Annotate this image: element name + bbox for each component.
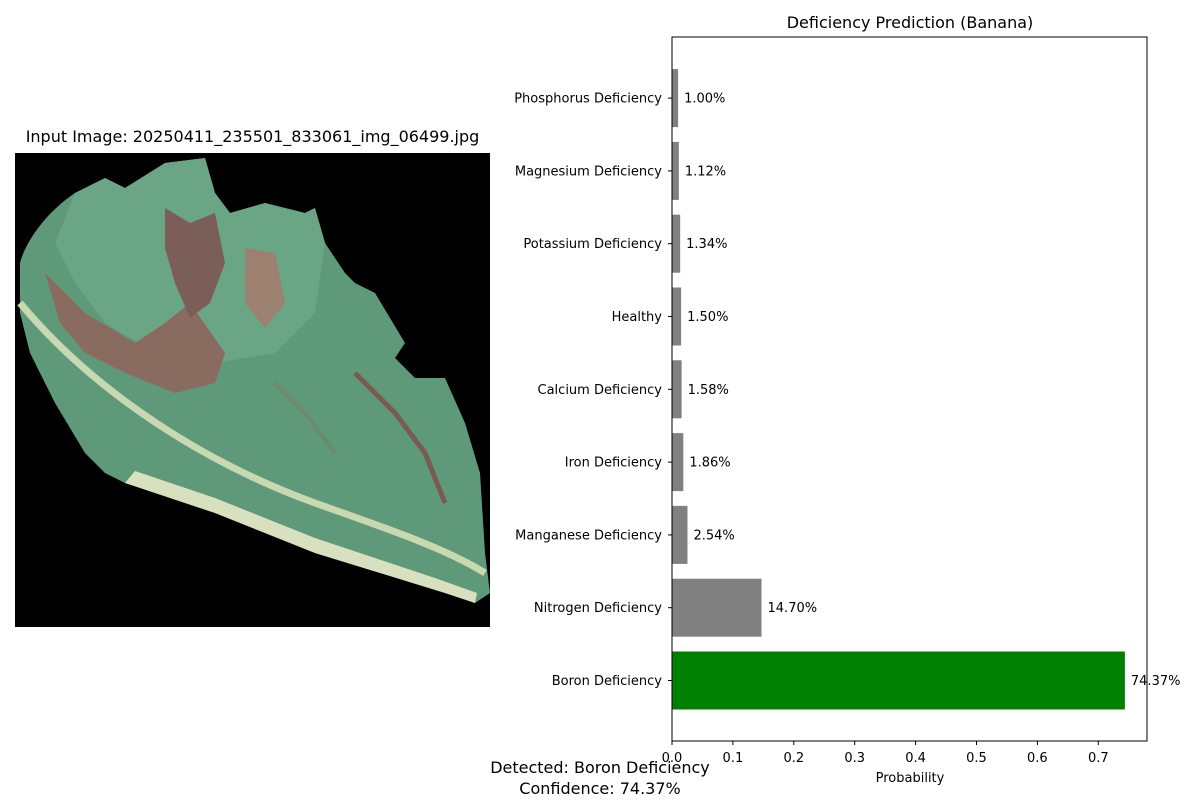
- bar-value-label-magnesium-deficiency: 1.12%: [685, 164, 726, 179]
- x-tick-label-2: 0.2: [783, 751, 804, 766]
- bar-value-label-phosphorus-deficiency: 1.00%: [684, 92, 725, 107]
- bar-value-label-nitrogen-deficiency: 14.70%: [768, 601, 818, 616]
- detected-label: Detected: Boron Deficiency: [490, 758, 710, 777]
- bars-layer: [672, 69, 1125, 710]
- plot-frame: [671, 36, 1148, 742]
- x-tick-label-3: 0.3: [844, 751, 865, 766]
- x-tick-label-4: 0.4: [905, 751, 926, 766]
- y-tick-label-iron-deficiency: Iron Deficiency: [565, 456, 663, 471]
- bar-manganese-deficiency: [672, 505, 688, 564]
- leaf-shape: [17, 158, 490, 603]
- y-tick-label-magnesium-deficiency: Magnesium Deficiency: [515, 164, 662, 179]
- bar-value-label-boron-deficiency: 74.37%: [1131, 674, 1181, 689]
- bar-magnesium-deficiency: [672, 141, 679, 200]
- y-tick-label-nitrogen-deficiency: Nitrogen Deficiency: [534, 601, 662, 616]
- y-tick-label-potassium-deficiency: Potassium Deficiency: [523, 237, 662, 252]
- bar-boron-deficiency: [672, 651, 1125, 710]
- x-tick-label-7: 0.7: [1088, 751, 1109, 766]
- bar-value-label-healthy: 1.50%: [687, 310, 728, 325]
- bar-phosphorus-deficiency: [672, 69, 679, 128]
- bar-value-label-calcium-deficiency: 1.58%: [688, 383, 729, 398]
- bar-potassium-deficiency: [672, 214, 681, 273]
- y-tick-label-manganese-deficiency: Manganese Deficiency: [515, 528, 662, 543]
- bar-nitrogen-deficiency: [672, 578, 762, 637]
- detection-summary: Detected: Boron Deficiency Confidence: 7…: [400, 757, 800, 799]
- x-tick-label-6: 0.6: [1027, 751, 1048, 766]
- bar-iron-deficiency: [672, 433, 684, 492]
- y-tick-label-calcium-deficiency: Calcium Deficiency: [538, 383, 663, 398]
- x-tick-label-0: 0.0: [662, 751, 683, 766]
- x-axis-label: Probability: [876, 771, 945, 786]
- chart-title: Deficiency Prediction (Banana): [787, 13, 1034, 32]
- bar-labels-layer: 74.37% 14.70% 2.54% 1.86% 1.58% 1.50% 1.34% 1.1…: [684, 92, 1180, 689]
- bar-healthy: [672, 287, 682, 346]
- bar-value-label-potassium-deficiency: 1.34%: [686, 237, 727, 252]
- x-tick-label-1: 0.1: [723, 751, 744, 766]
- y-tick-label-phosphorus-deficiency: Phosphorus Deficiency: [514, 92, 662, 107]
- x-axis: 0.0 0.1 0.2 0.3 0.4 0.5 0.6 0.7: [662, 741, 1109, 766]
- image-title: Input Image: 20250411_235501_833061_img_…: [25, 127, 480, 146]
- x-tick-label-5: 0.5: [966, 751, 987, 766]
- y-tick-label-boron-deficiency: Boron Deficiency: [552, 674, 663, 689]
- leaf-image: [15, 153, 490, 627]
- bar-calcium-deficiency: [672, 360, 682, 419]
- y-axis: Boron Deficiency Nitrogen Deficiency Manga…: [514, 92, 672, 689]
- confidence-label: Confidence: 74.37%: [519, 779, 681, 798]
- bar-value-label-manganese-deficiency: 2.54%: [693, 528, 734, 543]
- bar-value-label-iron-deficiency: 1.86%: [689, 456, 730, 471]
- y-tick-label-healthy: Healthy: [612, 310, 663, 325]
